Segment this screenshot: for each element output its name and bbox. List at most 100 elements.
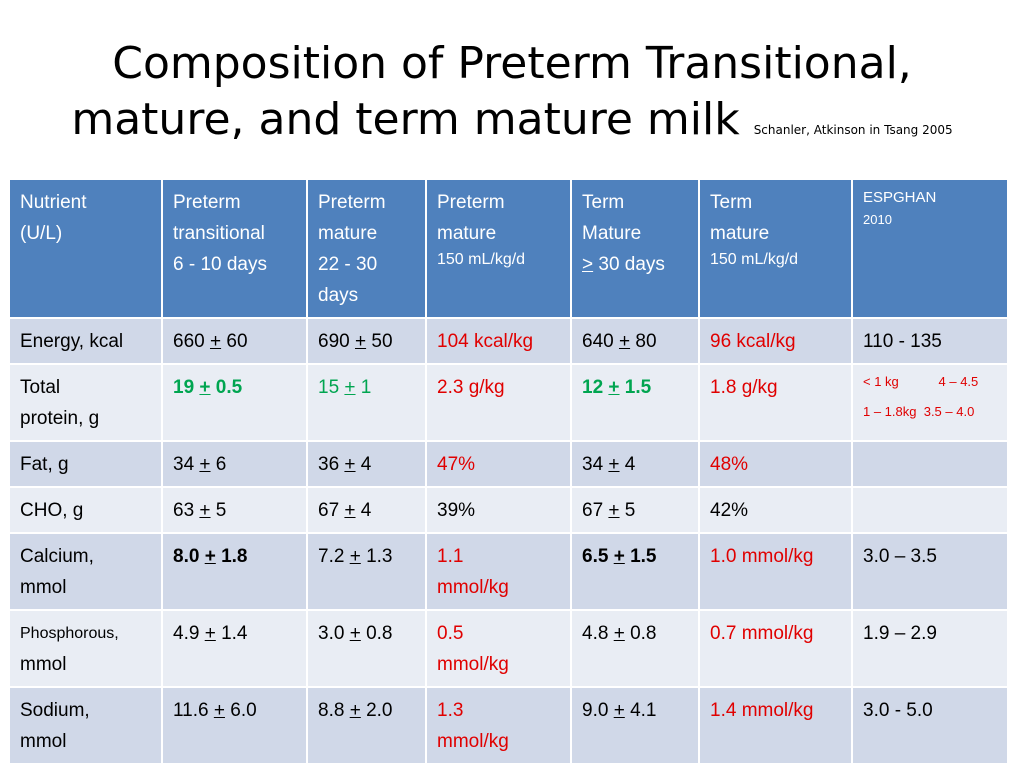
value: 4.8 [582,623,614,644]
header-preterm-transitional: Preterm transitional 6 - 10 days [161,178,308,319]
value: 60 [221,331,248,352]
value: 4.1 [624,700,657,721]
espghan-line: < 1 kg 4 – 4.5 [863,374,979,389]
plus-minus: + [213,700,225,721]
header-text: Mature [582,223,642,244]
cell-espghan: < 1 kg 4 – 4.5 1 – 1.8kg 3.5 – 4.0 [851,363,1009,442]
header-subtext: 2010 [863,212,892,227]
value: 9.0 [582,700,614,721]
plus-minus: + [344,500,356,521]
cell-term-mature-per-kg: 48% [698,440,853,488]
plus-minus: + [349,700,361,721]
nutrient-line: mmol [20,654,67,675]
plus-minus: + [199,500,211,521]
value: 1.3 [360,546,393,567]
value-line: 1.3 [437,700,464,721]
plus-minus: + [613,546,625,567]
table-row: Phosphorous, mmol 4.9 + 1.4 3.0 + 0.8 0.5… [8,609,1009,688]
header-term-mature-per-kg: Term mature 150 mL/kg/d [698,178,853,319]
header-text: 22 - 30 [318,254,378,275]
value: 5 [210,500,227,521]
cell-term-mature-per-kg: 96 kcal/kg [698,317,853,365]
citation: Schanler, Atkinson in Tsang 2005 [753,123,953,137]
plus-minus: + [354,331,367,352]
header-text: mature [318,223,378,244]
cell-preterm-mature: 67 + 4 [306,486,427,534]
value: 4 [355,500,372,521]
nutrient-line: Total [20,377,61,398]
cell-nutrient: Calcium, mmol [8,532,163,611]
table-row: Total protein, g 19 + 0.5 15 + 1 2.3 g/kg… [8,363,1009,442]
value: 12 [582,377,609,398]
cell-espghan: 1.9 – 2.9 [851,609,1009,688]
plus-minus: + [209,331,222,352]
nutrient-line: mmol [20,577,67,598]
value: 1 [355,377,372,398]
cell-preterm-mature-per-kg: 104 kcal/kg [425,317,572,365]
value: 6 [210,454,227,475]
header-term-mature: Term Mature > 30 days [570,178,700,319]
plus-minus: + [608,454,620,475]
cell-preterm-transitional: 34 + 6 [161,440,308,488]
nutrient-line: Phosphorous, [20,625,119,642]
header-text: Preterm [318,192,386,213]
cell-nutrient: Sodium, mmol [8,686,163,765]
cell-preterm-mature-per-kg: 39% [425,486,572,534]
cell-preterm-transitional: 63 + 5 [161,486,308,534]
value: 5 [619,500,636,521]
cell-espghan [851,486,1009,534]
cell-nutrient: Fat, g [8,440,163,488]
plus-minus: + [204,623,216,644]
cell-preterm-transitional: 11.6 + 6.0 [161,686,308,765]
cell-espghan: 3.0 – 3.5 [851,532,1009,611]
value: 1.5 [619,377,652,398]
cell-term-mature: 4.8 + 0.8 [570,609,700,688]
cell-preterm-mature-per-kg: 2.3 g/kg [425,363,572,442]
value: 67 [318,500,345,521]
value: 4.9 [173,623,205,644]
title-line-2: mature, and term mature milk Schanler, A… [0,92,1024,158]
header-subtext: 150 mL/kg/d [437,251,526,268]
cell-term-mature-per-kg: 1.8 g/kg [698,363,853,442]
cell-term-mature-per-kg: 1.4 mmol/kg [698,686,853,765]
cell-term-mature-per-kg: 1.0 mmol/kg [698,532,853,611]
cell-term-mature: 12 + 1.5 [570,363,700,442]
cell-preterm-transitional: 8.0 + 1.8 [161,532,308,611]
cell-nutrient: Phosphorous, mmol [8,609,163,688]
cell-nutrient: Total protein, g [8,363,163,442]
value: 8.8 [318,700,350,721]
plus-minus: + [199,377,211,398]
slide-title: Composition of Preterm Transitional, mat… [0,36,1024,158]
cell-preterm-mature-per-kg: 0.5 mmol/kg [425,609,572,688]
value: 6.0 [224,700,257,721]
value-line: mmol/kg [437,731,509,752]
cell-term-mature: 34 + 4 [570,440,700,488]
header-text: Term [582,192,625,213]
plus-minus: + [613,700,625,721]
table-row: Calcium, mmol 8.0 + 1.8 7.2 + 1.3 1.1 mmol… [8,532,1009,611]
value: 690 [318,331,355,352]
header-subtext: 150 mL/kg/d [710,251,799,268]
gte-symbol: > [582,254,594,275]
header-text: mature [710,223,770,244]
cell-preterm-mature: 36 + 4 [306,440,427,488]
value: 3.0 [318,623,350,644]
header-preterm-mature: Preterm mature 22 - 30 days [306,178,427,319]
table-row: Fat, g 34 + 6 36 + 4 47% 34 + 4 48% [8,440,1009,488]
header-text: mature [437,223,497,244]
header-text: Preterm [173,192,241,213]
plus-minus: + [608,377,620,398]
value: 4 [355,454,372,475]
value: 63 [173,500,200,521]
value: 34 [582,454,609,475]
plus-minus: + [618,331,631,352]
plus-minus: + [349,623,361,644]
value: 1.8 [215,546,248,567]
value: 640 [582,331,619,352]
header-text: 6 - 10 days [173,254,267,275]
plus-minus: + [613,623,625,644]
cell-preterm-transitional: 19 + 0.5 [161,363,308,442]
header-row: Nutrient (U/L) Preterm transitional 6 - … [8,178,1009,319]
table-row: Energy, kcal 660 + 60 690 + 50 104 kcal/… [8,317,1009,365]
value: 1.5 [624,546,657,567]
